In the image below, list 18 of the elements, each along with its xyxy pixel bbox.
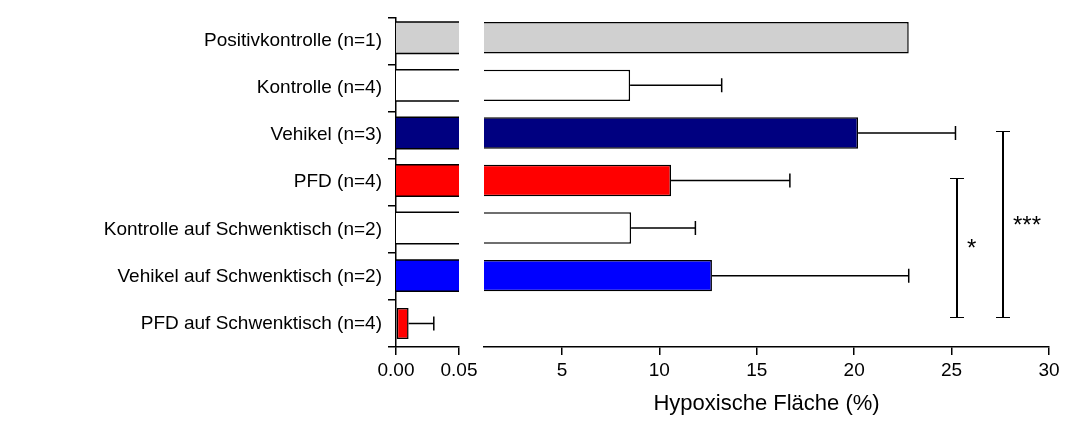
x-tick-label: 20 xyxy=(843,358,865,380)
y-tick-label: PFD (n=4) xyxy=(293,170,382,192)
annotation: *** xyxy=(1013,210,1042,239)
y-tick-label: Vehikel (n=3) xyxy=(270,123,382,145)
x-tick-label: 0.05 xyxy=(440,358,478,380)
y-tick-label: Kontrolle auf Schwenktisch (n=2) xyxy=(103,217,382,239)
x-tick-label: 15 xyxy=(746,358,768,380)
x-axis-title: Hypoxische Fläche (%) xyxy=(653,389,880,415)
y-tick-label: Vehikel auf Schwenktisch (n=2) xyxy=(117,264,382,286)
y-tick-label: Kontrolle (n=4) xyxy=(256,76,382,98)
x-tick-label: 10 xyxy=(648,358,670,380)
x-tick-label: 0.00 xyxy=(377,358,415,380)
x-tick-label: 5 xyxy=(556,358,568,380)
y-tick-label: Positivkontrolle (n=1) xyxy=(204,29,382,51)
x-tick-label: 25 xyxy=(941,358,963,380)
annotation: * xyxy=(967,234,977,262)
x-tick-label: 30 xyxy=(1038,358,1060,380)
y-tick-label: PFD auf Schwenktisch (n=4) xyxy=(140,311,382,333)
